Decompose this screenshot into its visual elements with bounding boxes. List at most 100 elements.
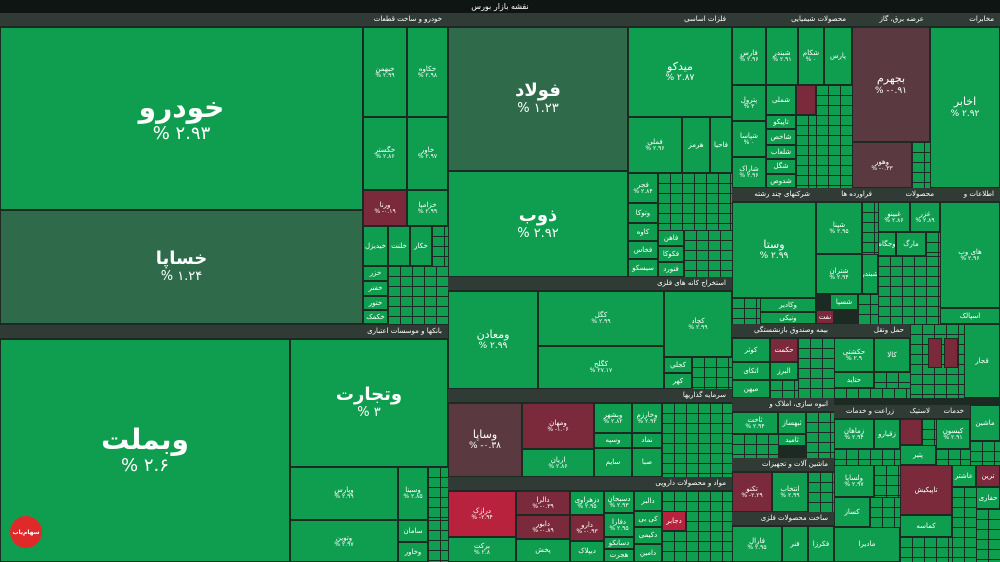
tile-vlsapa[interactable]: ولساپا% ۲.۹۷ <box>834 465 874 497</box>
tile-madira[interactable]: مادیرا <box>834 527 900 562</box>
tile-dfara[interactable]: دفارا% ۲.۹۵ <box>604 513 634 537</box>
tile-kesaz[interactable]: کساز <box>834 497 870 527</box>
tile-barkat[interactable]: برکت% ۲.۸ <box>448 537 516 562</box>
tile-shesfa2[interactable]: شسپا <box>830 294 858 310</box>
tile-darazk[interactable]: درازک% -۲.۹۴ <box>448 491 516 537</box>
tile-khkamak[interactable]: خکمک <box>363 310 388 324</box>
tile-ktel[interactable]: کگلح% ۲۷.۱۷ <box>538 346 664 389</box>
tile-vkovar[interactable]: کوثر <box>732 338 770 362</box>
tile-shshrad[interactable]: شاراک% ۲.۹۶ <box>732 157 766 188</box>
tile-shdos[interactable]: شدوص <box>766 174 796 188</box>
tile-hojrat[interactable]: هجرت <box>604 549 634 562</box>
tile-khtoor[interactable]: ختور <box>363 296 388 310</box>
tile-bjahrom[interactable]: بجهرم% -۰.۹۱ <box>852 27 930 142</box>
tile-gheni[interactable]: غبینو% ۲.۸۶ <box>878 202 910 232</box>
tile-tarin[interactable]: ترین <box>976 465 1000 487</box>
tile-akhaber[interactable]: اخابر% ۲.۹۲ <box>930 27 1000 188</box>
tile-thbehsaz[interactable]: ثبهساز <box>778 412 806 434</box>
tile-fajr[interactable]: فجر% ۲.۸۴ <box>628 173 658 203</box>
tile-sepa[interactable]: صبا <box>632 448 662 477</box>
tile-vtejarat[interactable]: وتجارت% ۳ <box>290 339 448 467</box>
tile-right-red-2[interactable] <box>944 338 958 368</box>
tile-shpetrol[interactable]: پترول% ۳ <box>732 85 766 121</box>
tile-hafar[interactable]: حفاری <box>976 487 1000 509</box>
tile-khlent[interactable]: خلنت <box>388 226 410 266</box>
tile-khzamia[interactable]: خزامیا% ۲.۹۹ <box>407 190 448 226</box>
tile-right-red-1[interactable] <box>928 338 942 368</box>
tile-vernaa[interactable]: ورنا% -۰.۱۹ <box>363 190 407 226</box>
tile-hiweb[interactable]: های وب% ۲.۹۶ <box>940 202 1000 308</box>
tile-kajal[interactable]: کجلي <box>664 357 692 373</box>
tile-saman[interactable]: سامان <box>398 520 428 542</box>
tile-vsina[interactable]: وسینا% ۲.۸۵ <box>398 467 428 520</box>
tile-ghmark[interactable]: مارگ <box>896 232 926 256</box>
tile-fsisko[interactable]: سیسکو <box>628 259 658 277</box>
tile-saim[interactable]: سایم <box>594 448 632 477</box>
tile-khkaveh[interactable]: خکاوه% ۲.۹۸ <box>407 27 448 117</box>
tile-fekorza[interactable]: فکرزا <box>808 526 834 562</box>
tile-khsapa[interactable]: خساپا% ۱.۲۴ <box>0 210 363 324</box>
tile-fnoorn[interactable]: فنورد <box>658 262 684 277</box>
tile-mashin[interactable]: ماشین <box>970 405 1000 441</box>
tile-shkol[interactable]: شگل <box>766 159 796 174</box>
tile-lakhab[interactable]: انتخاب% ۲.۹۹ <box>772 472 808 512</box>
tile-vbemellat[interactable]: وبملت% ۲.۶ <box>0 339 290 562</box>
tile-dsanko[interactable]: دسانکو <box>604 537 634 549</box>
tile-ghaz[interactable]: غزر% ۲.۸۹ <box>910 202 940 232</box>
tile-dsebhan[interactable]: دسبحان% ۲.۹۳ <box>604 491 634 513</box>
tile-fmohar[interactable]: فاهن <box>658 230 684 246</box>
tile-fameli[interactable]: فملی% ۲.۹۶ <box>628 117 682 173</box>
tile-shpars[interactable]: پارس <box>824 27 852 85</box>
tile-sakhab[interactable]: ثاخت% ۲.۹۴ <box>732 412 778 434</box>
tile-midko[interactable]: میدکو% ۲.۸۷ <box>628 27 732 117</box>
tile-khekar[interactable]: خکار <box>410 226 432 266</box>
tile-dijaber[interactable]: دجابر <box>662 511 686 531</box>
tile-khodro[interactable]: خودرو% ۲.۹۳ <box>0 27 363 210</box>
tile-kahar[interactable]: کهر <box>664 373 692 389</box>
tile-daro[interactable]: دارو% -۰.۹۳ <box>570 515 604 541</box>
tile-shsaha[interactable]: شپاسا% ۰ <box>732 121 766 157</box>
tile-shaksa[interactable]: شاخص <box>766 129 796 145</box>
tile-khavar[interactable]: خاور% ۲.۹۷ <box>407 117 448 190</box>
tile-ktap[interactable]: تاپیکیش <box>900 465 952 515</box>
tile-fenar[interactable]: فنر <box>782 526 808 562</box>
tile-khbahman[interactable]: خبهمن% ۲.۹۹ <box>363 27 407 117</box>
tile-shesfa[interactable]: کی بی <box>634 511 662 527</box>
tile-dalra[interactable]: دالرا% -۰.۳۹ <box>516 491 570 515</box>
tile-zamhar[interactable]: زماهان% ۲.۹۴ <box>834 419 874 449</box>
tile-shtran[interactable]: شتران% ۲.۹۴ <box>816 254 862 294</box>
tile-vsapa[interactable]: وساپا% -۰.۳۸ <box>448 403 522 477</box>
tile-vnamad[interactable]: نماد <box>632 433 662 448</box>
tile-shbandar[interactable]: شبندر <box>862 254 878 294</box>
tile-shtapiko[interactable]: تاپیکو <box>766 115 796 129</box>
tile-vatki[interactable]: اتکای <box>732 362 770 380</box>
tile-kamasa[interactable]: کماسه <box>900 515 952 537</box>
tile-vhekmat[interactable]: حکمت <box>770 338 798 362</box>
tile-fkooka[interactable]: فکوکا <box>658 246 684 262</box>
tile-aspalk[interactable]: اسپالک <box>940 308 1000 324</box>
tile-khgostar[interactable]: خگستر% ۲.۸۶ <box>363 117 407 190</box>
tile-zob[interactable]: ذوب% ۲.۹۲ <box>448 171 628 277</box>
tile-chem-red[interactable] <box>796 85 816 115</box>
tile-kagol[interactable]: کگل% ۲.۹۹ <box>538 291 664 346</box>
tile-ghajar[interactable]: قجار <box>964 324 1000 398</box>
tile-hormoz[interactable]: هرمز <box>682 117 710 173</box>
tile-diplak[interactable]: دیپلاک <box>570 541 604 562</box>
tile-vkhavar[interactable]: وخاور <box>398 542 428 562</box>
tile-ptayer[interactable] <box>900 419 922 445</box>
tile-vsasta[interactable]: وستا% ۲.۹۹ <box>732 202 816 298</box>
tile-ashtar[interactable]: عاشتر <box>952 465 976 487</box>
tile-hkashti[interactable]: حکشتی% ۲.۹ <box>834 338 874 372</box>
tile-nanat[interactable]: نفت <box>816 310 834 324</box>
tile-kchad[interactable]: کچاد% ۲.۹۹ <box>664 291 732 357</box>
tile-vkharazm[interactable]: وخارزم% ۲.۹۲ <box>632 403 662 433</box>
tile-shfars[interactable]: فارس% ۲.۹۶ <box>732 27 766 85</box>
tile-khfanar[interactable]: خفنر <box>363 281 388 296</box>
tile-dzahravi[interactable]: دزهراوی% ۲.۹۵ <box>570 491 604 515</box>
tile-vtoka[interactable]: وتوکا <box>628 203 658 223</box>
tile-vakadir[interactable]: وکادیر <box>760 298 816 312</box>
tile-khaydezhak[interactable]: خیدیزل <box>363 226 388 266</box>
tile-pakhsh[interactable]: پخش <box>516 539 570 562</box>
tile-vgegat[interactable]: وجگاه <box>878 232 896 256</box>
tile-shpna[interactable]: شپنا% ۲.۹۵ <box>816 202 862 254</box>
